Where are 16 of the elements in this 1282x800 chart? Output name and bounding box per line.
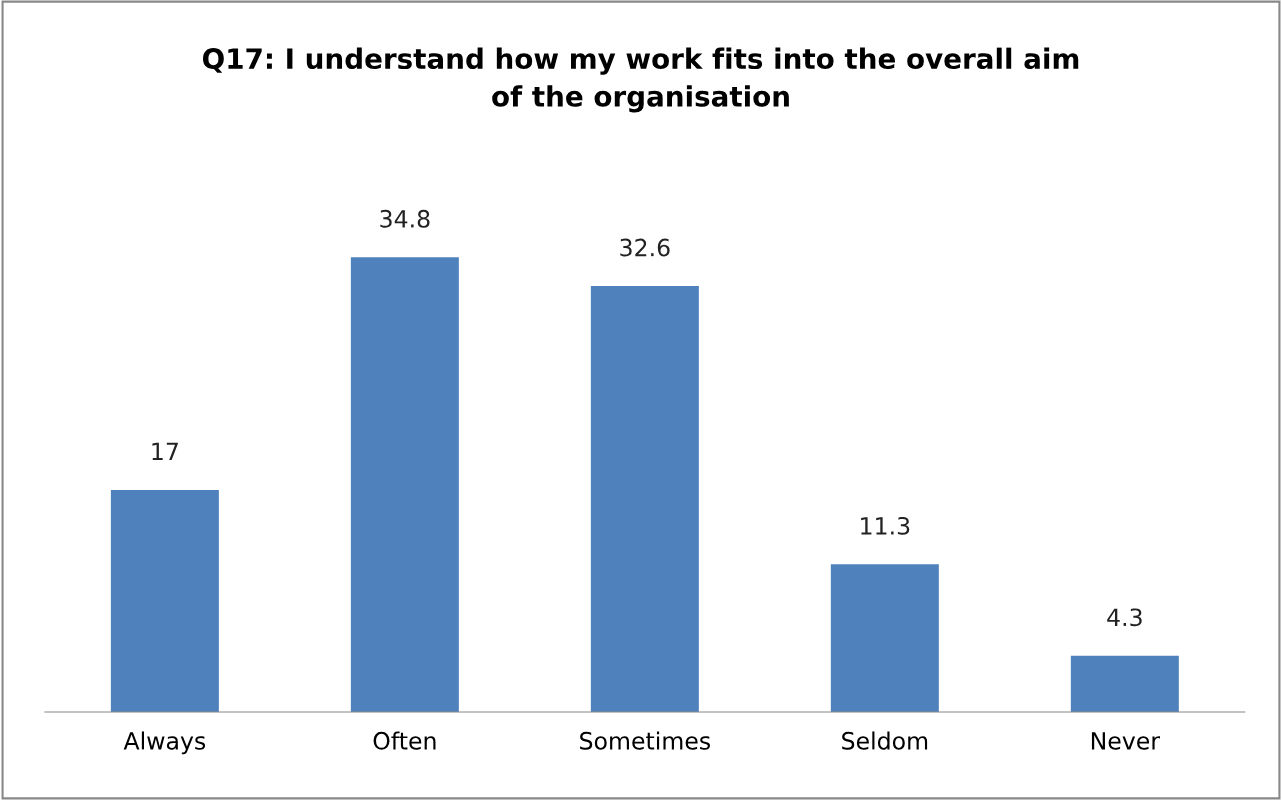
bar bbox=[1070, 655, 1179, 712]
data-label: 32.6 bbox=[620, 238, 670, 257]
bar bbox=[590, 286, 699, 712]
bar bbox=[830, 564, 939, 712]
data-label: 11.3 bbox=[861, 516, 910, 535]
chart-title: Q17: I understand how my work fits into the overall aim of the organisation bbox=[202, 47, 1079, 113]
data-label: 17 bbox=[152, 442, 178, 460]
x-tick-label: Seldom bbox=[842, 731, 928, 750]
x-tick-label: Always bbox=[123, 731, 206, 755]
bar bbox=[110, 489, 219, 712]
x-tick-label: Sometimes bbox=[580, 731, 710, 750]
bar bbox=[350, 257, 459, 712]
data-label: 34.8 bbox=[380, 209, 430, 228]
x-tick-label: Never bbox=[1091, 732, 1161, 750]
data-label: 4.3 bbox=[1107, 608, 1142, 627]
x-tick-label: Often bbox=[373, 731, 436, 750]
